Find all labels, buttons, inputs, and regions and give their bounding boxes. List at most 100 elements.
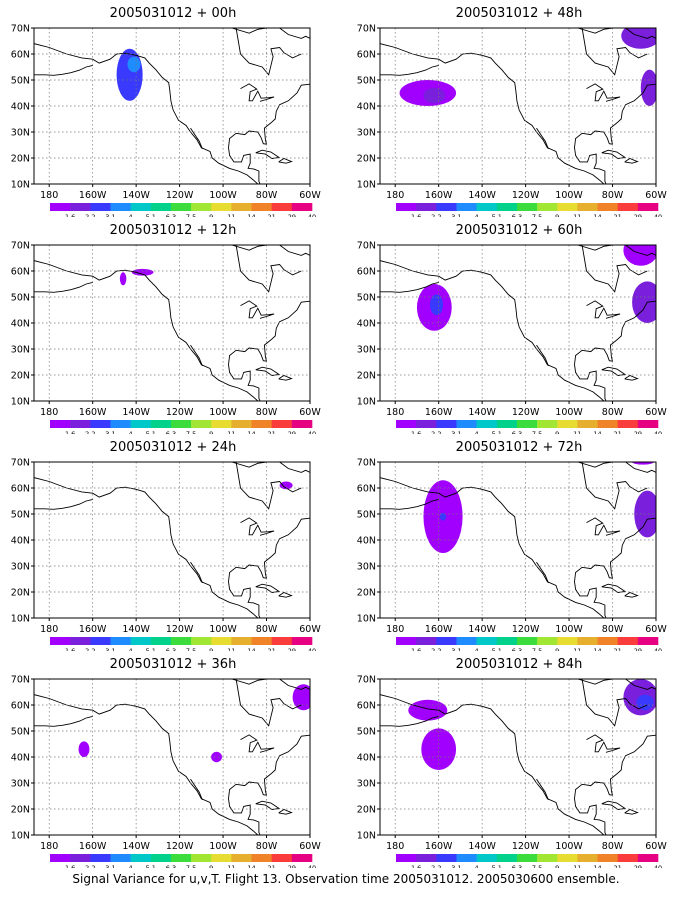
panel-title: 2005031012 + 36h: [109, 657, 237, 672]
colorbar: 1.6 2.2 3.1 4 5.1 6.3 7.5 9 11 14 21 29 40: [396, 637, 662, 651]
coastline: [586, 83, 621, 102]
y-tick-label: 10N: [11, 397, 30, 408]
panel-title: 2005031012 + 12h: [109, 223, 237, 238]
x-tick-label: 60W: [299, 624, 321, 635]
colorbar-label: 4: [129, 213, 133, 217]
coastline: [574, 284, 656, 401]
colorbar-label: 11: [227, 213, 235, 217]
colorbar-swatch: [617, 420, 639, 428]
colorbar-label: 3.1: [451, 213, 461, 217]
colorbar-label: 40: [654, 647, 662, 651]
coastline: [190, 127, 203, 150]
y-tick-label: 20N: [357, 805, 376, 816]
map-panel: 2005031012 + 12h 10N 20N 30N 40N 50N 60N 70N 180…: [0, 217, 346, 434]
panel-title: 2005031012 + 48h: [455, 6, 583, 21]
y-tick-label: 60N: [357, 484, 376, 495]
x-tick-label: 60W: [299, 407, 321, 418]
coastline: [574, 67, 656, 184]
colorbar-swatch: [110, 854, 131, 862]
colorbar-label: 9: [555, 647, 559, 651]
x-tick-label: 180: [386, 624, 404, 635]
colorbar-label: 9: [209, 647, 213, 651]
colorbar-label: 14: [593, 430, 601, 434]
colorbar-swatch: [50, 854, 71, 862]
colorbar-swatch: [130, 854, 152, 862]
y-tick-label: 20N: [11, 154, 30, 165]
x-tick-label: 100W: [555, 841, 583, 852]
colorbar-label: 14: [247, 430, 255, 434]
colorbar-label: 40: [308, 430, 316, 434]
colorbar-label: 21: [268, 213, 276, 217]
y-tick-label: 40N: [357, 102, 376, 113]
colorbar-swatch: [191, 203, 212, 211]
y-tick-label: 20N: [11, 805, 30, 816]
colorbar-swatch: [70, 854, 91, 862]
y-tick-label: 10N: [11, 614, 30, 625]
variance-shading: [423, 462, 656, 553]
coastline: [312, 81, 325, 89]
colorbar-label: 9: [555, 430, 559, 434]
colorbar-label: 11: [573, 647, 581, 651]
coastline: [279, 462, 310, 473]
colorbar-label: 5.1: [146, 647, 156, 651]
coastline: [312, 732, 325, 740]
colorbar-label: 3.1: [105, 864, 115, 868]
colorbar-label: 40: [308, 213, 316, 217]
colorbar-label: 21: [614, 213, 622, 217]
colorbar-label: 5.1: [492, 864, 502, 868]
y-tick-label: 60N: [11, 50, 30, 61]
coastline: [625, 462, 656, 473]
colorbar-swatch: [516, 854, 538, 862]
colorbar-swatch: [90, 420, 111, 428]
colorbar-swatch: [170, 637, 192, 645]
colorbar-swatch: [130, 420, 152, 428]
variance-blob: [423, 87, 446, 104]
colorbar-label: 3.1: [451, 647, 461, 651]
coastline: [255, 149, 281, 159]
colorbar-label: 11: [573, 213, 581, 217]
x-tick-label: 120W: [512, 624, 540, 635]
colorbar-label: 3.1: [451, 864, 461, 868]
y-tick-label: 60N: [357, 267, 376, 278]
colorbar-swatch: [496, 637, 518, 645]
colorbar-label: 9: [555, 213, 559, 217]
figure-caption: Signal Variance for u,v,T. Flight 13. Ob…: [72, 872, 620, 886]
colorbar-swatch: [110, 420, 131, 428]
variance-blob: [421, 728, 457, 770]
coastline: [624, 591, 639, 598]
colorbar-swatch: [476, 420, 498, 428]
colorbar-label: 29: [634, 213, 642, 217]
colorbar-label: 4: [475, 647, 479, 651]
colorbar-label: 21: [268, 430, 276, 434]
colorbar-label: 29: [288, 430, 296, 434]
colorbar-swatch: [50, 203, 71, 211]
y-tick-label: 60N: [11, 484, 30, 495]
colorbar-swatch: [597, 854, 618, 862]
colorbar-swatch: [577, 203, 598, 211]
colorbar-swatch: [50, 637, 71, 645]
coastline: [228, 284, 310, 401]
variance-blob: [211, 751, 222, 763]
panel-title: 2005031012 + 00h: [109, 6, 237, 21]
coastline: [601, 583, 627, 593]
colorbar-label: 7.5: [532, 864, 542, 868]
coastline: [231, 462, 267, 468]
coastline: [255, 583, 281, 593]
colorbar-label: 2.2: [431, 213, 441, 217]
variance-blob: [131, 268, 154, 276]
y-tick-label: 40N: [11, 319, 30, 330]
x-tick-label: 80W: [602, 190, 624, 201]
x-tick-label: 100W: [209, 841, 237, 852]
colorbar-label: 21: [268, 864, 276, 868]
y-tick-label: 10N: [357, 831, 376, 842]
panel-title: 2005031012 + 24h: [109, 440, 237, 455]
x-tick-label: 60W: [645, 190, 667, 201]
coastline: [278, 374, 293, 381]
y-tick-label: 70N: [11, 458, 30, 469]
coastline: [312, 298, 325, 306]
x-tick-label: 160W: [425, 841, 453, 852]
coastline: [577, 462, 613, 468]
colorbar-label: 6.3: [512, 430, 522, 434]
colorbar-swatch: [396, 854, 417, 862]
colorbar-label: 4: [129, 647, 133, 651]
